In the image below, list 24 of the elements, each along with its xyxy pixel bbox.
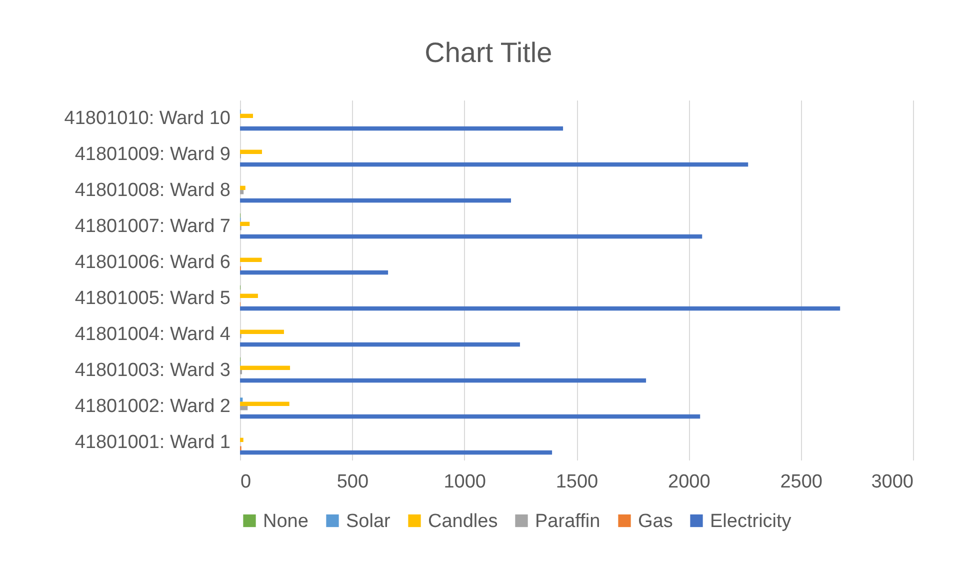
chart-title: Chart Title — [424, 37, 552, 68]
x-tick-label: 0 — [240, 472, 252, 492]
legend-label: Solar — [346, 510, 392, 532]
x-tick-label: 1500 — [556, 472, 598, 492]
y-tick-label: 41801004: Ward 4 — [74, 324, 231, 345]
y-tick-label: 41801009: Ward 9 — [74, 144, 230, 165]
legend-label: Electricity — [710, 510, 792, 532]
legend-label: Paraffin — [535, 510, 600, 532]
y-tick-label: 41801010: Ward 10 — [64, 108, 230, 129]
y-tick-label: 41801002: Ward 2 — [74, 396, 230, 417]
y-tick-label: 41801008: Ward 8 — [74, 180, 230, 201]
x-tick-label: 500 — [336, 472, 369, 492]
legend-label: None — [263, 510, 308, 532]
legend-label: Gas — [638, 510, 673, 532]
legend-label: Candles — [428, 510, 498, 532]
x-tick-label: 2500 — [780, 472, 822, 492]
y-tick-label: 41801005: Ward 5 — [74, 288, 230, 309]
x-tick-label: 3000 — [871, 472, 914, 492]
y-tick-label: 41801001: Ward 1 — [74, 432, 230, 453]
y-tick-label: 41801006: Ward 6 — [74, 252, 230, 273]
y-tick-label: 41801003: Ward 3 — [74, 360, 230, 381]
x-tick-label: 2000 — [668, 472, 710, 492]
x-tick-label: 1000 — [444, 472, 486, 492]
y-tick-label: 41801007: Ward 7 — [74, 216, 230, 237]
